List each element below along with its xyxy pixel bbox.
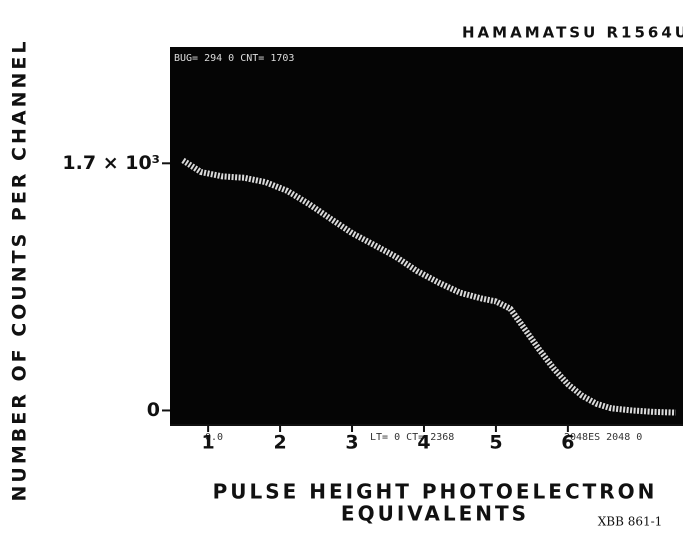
x-tick-label: 4 xyxy=(417,432,430,454)
screen-readout: 2048ES 2048 0 xyxy=(564,432,642,443)
x-tick-label: 1 xyxy=(202,432,215,454)
x-tick-label: 5 xyxy=(489,432,502,454)
x-tick-label: 2 xyxy=(273,432,286,454)
chart: HAMAMATSU R1564U NUMBER OF COUNTS PER CH… xyxy=(0,0,683,535)
page: HAMAMATSU R1564U NUMBER OF COUNTS PER CH… xyxy=(0,0,683,535)
plot-area xyxy=(170,47,683,425)
figure-code: XBB 861-1 xyxy=(598,515,663,529)
y-tick-label: 1.7 × 10³ xyxy=(62,152,160,174)
y-tick-label: 0 xyxy=(147,399,160,421)
x-axis-label: EQUIVALENTS xyxy=(341,502,529,526)
screen-readout: LT= 0 CT= 2368 xyxy=(370,432,454,443)
x-tick-label: 3 xyxy=(345,432,358,454)
screen-readout: BUG= 294 0 CNT= 1703 xyxy=(174,53,294,64)
x-tick-label: 6 xyxy=(561,432,574,454)
x-axis-label: PULSE HEIGHT PHOTOELECTRON xyxy=(213,480,658,504)
chart-title: HAMAMATSU R1564U xyxy=(462,24,683,42)
y-axis-label: NUMBER OF COUNTS PER CHANNEL xyxy=(9,39,31,502)
